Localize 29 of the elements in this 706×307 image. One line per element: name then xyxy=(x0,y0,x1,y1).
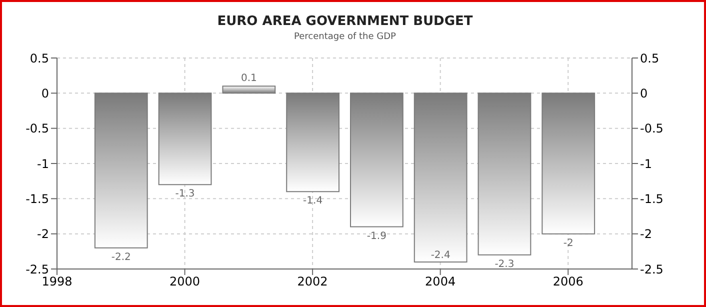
y-tick-label: -1 xyxy=(37,156,49,171)
y2-tick-label: -0.5 xyxy=(640,122,664,136)
data-label: -1.3 xyxy=(175,188,195,200)
chart-title: EURO AREA GOVERNMENT BUDGET xyxy=(216,14,474,29)
x-tick-label: 2000 xyxy=(170,274,200,289)
data-label: -1.9 xyxy=(366,230,386,242)
data-label: -2.4 xyxy=(430,250,450,261)
y2-tick-label: 0.5 xyxy=(640,51,660,66)
y2-tick-label: -2 xyxy=(640,227,652,242)
y-tick-label: 0 xyxy=(41,86,49,100)
y2-tick-label: -1.5 xyxy=(640,192,664,206)
y-tick-label: -1.5 xyxy=(26,192,49,206)
chart-subtitle: Percentage of the GDP xyxy=(293,32,397,42)
x-tick-label: 2006 xyxy=(552,274,584,289)
y2-tick-label: 0 xyxy=(640,86,648,100)
x-tick-label: 1998 xyxy=(42,274,72,289)
data-label: -2 xyxy=(563,238,574,249)
y-tick-label: -2.5 xyxy=(26,262,49,276)
x-tick-label: 2002 xyxy=(297,274,328,289)
data-label: -1.4 xyxy=(303,196,323,207)
data-label: -2.3 xyxy=(494,258,514,270)
y-tick-label: -0.5 xyxy=(26,122,49,136)
y-tick-label: -2 xyxy=(37,227,49,242)
y2-tick-label: -1 xyxy=(640,156,652,171)
x-tick-label: 2004 xyxy=(425,274,456,289)
data-label: 0.1 xyxy=(240,73,257,84)
data-label: -2.2 xyxy=(111,252,131,263)
y2-tick-label: -2.5 xyxy=(640,262,664,276)
y-tick-label: 0.5 xyxy=(30,51,49,66)
